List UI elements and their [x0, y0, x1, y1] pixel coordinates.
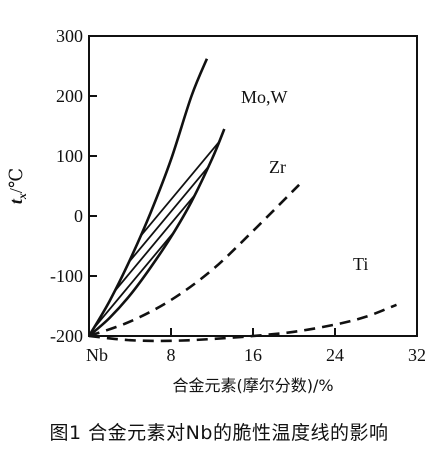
y-tick-label: -200	[50, 326, 83, 346]
hatch-line	[369, 0, 438, 346]
hatch-line	[409, 0, 438, 346]
y-tick-label: -100	[50, 266, 83, 286]
mo-w-band-lower-curve	[88, 128, 226, 337]
hatch-line	[279, 0, 438, 346]
y-tick-label: 300	[56, 26, 83, 46]
hatch-line	[138, 58, 225, 337]
hatch-line	[98, 58, 225, 337]
label-zr: Zr	[269, 157, 286, 177]
hatch-line	[419, 0, 438, 346]
mo-w-band-upper-curve	[87, 58, 209, 337]
hatch-line	[399, 0, 438, 346]
mo-w-band-hatching	[89, 0, 438, 346]
hatch-line	[389, 0, 438, 346]
y-axis-title-sub: x	[15, 193, 29, 200]
hatch-line	[319, 0, 438, 346]
hatch-line	[339, 0, 438, 346]
hatch-line	[269, 0, 438, 346]
hatch-line	[379, 0, 438, 346]
hatch-line	[429, 0, 438, 346]
hatch-line	[349, 0, 438, 346]
hatch-line	[289, 0, 438, 346]
hatch-line	[178, 58, 225, 337]
x-tick-label: Nb	[86, 345, 108, 365]
y-axis-title-main: t	[6, 198, 26, 204]
hatch-line	[108, 58, 225, 337]
label-ti: Ti	[353, 254, 368, 274]
zr-curve	[88, 183, 301, 338]
label-mo-w: Mo,W	[241, 87, 288, 107]
hatch-line	[168, 58, 225, 337]
x-tick-label: 8	[167, 345, 176, 365]
x-tick-label: 32	[408, 345, 426, 365]
x-tick-label: 24	[326, 345, 344, 365]
hatch-line	[89, 58, 225, 337]
y-tick-label: 200	[56, 86, 83, 106]
hatch-line	[89, 58, 225, 337]
hatch-line	[329, 0, 438, 346]
x-tick-label: 16	[244, 345, 262, 365]
hatch-line	[158, 58, 225, 337]
plot-frame	[88, 35, 418, 337]
x-axis-title: 合金元素(摩尔分数)/%	[172, 376, 333, 395]
hatch-line	[198, 58, 225, 337]
figure-caption: 图1 合金元素对Nb的脆性温度线的影响	[49, 422, 389, 444]
hatch-line	[359, 0, 438, 346]
x-axis-ticks: Nb 8 16 24 32	[86, 328, 426, 365]
y-tick-label: 0	[74, 206, 83, 226]
hatch-line	[89, 58, 225, 337]
hatch-line	[89, 58, 225, 337]
y-tick-label: 100	[56, 146, 83, 166]
hatch-line	[188, 58, 225, 337]
hatch-line	[218, 58, 225, 337]
hatch-line	[208, 58, 225, 337]
y-axis-title: tx/℃	[6, 168, 29, 204]
y-axis-ticks: 300 200 100 0 -100 -200	[50, 26, 97, 346]
hatch-line	[309, 0, 438, 346]
hatch-line	[229, 0, 438, 346]
y-axis-title-unit: /℃	[6, 168, 26, 193]
